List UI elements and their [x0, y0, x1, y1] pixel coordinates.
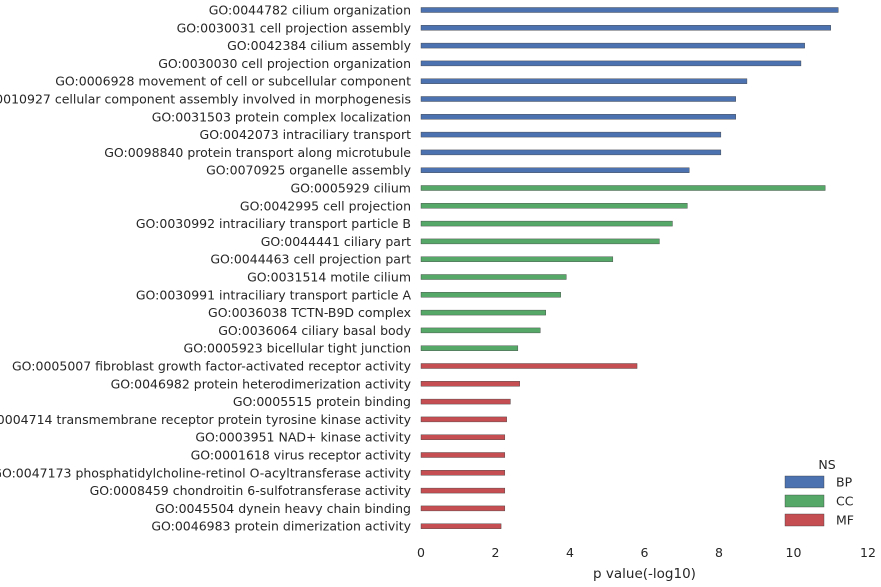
bar-bp: [420, 78, 748, 84]
bar-cc: [420, 327, 541, 334]
legend-label-bp: BP: [836, 475, 853, 490]
bar-bp: [420, 167, 690, 173]
x-tick-label: 0: [417, 545, 425, 560]
x-axis-label: p value(-log10): [593, 566, 696, 582]
bar-bp: [420, 7, 839, 13]
category-label: GO:0005007 fibroblast growth factor-acti…: [12, 359, 412, 374]
bar-mf: [420, 452, 506, 458]
category-label: GO:0031514 motile cilium: [247, 270, 411, 285]
category-label: GO:0046983 protein dimerization activity: [151, 519, 411, 534]
bar-mf: [420, 398, 511, 405]
bar-mf: [420, 487, 506, 494]
legend-label-mf: MF: [836, 513, 854, 528]
bar-bp: [420, 60, 802, 67]
bar-cc: [420, 220, 673, 227]
category-label: GO:0030991 intraciliary transport partic…: [136, 287, 412, 302]
bar-mf: [420, 434, 506, 440]
category-label: GO:0031503 protein complex localization: [152, 109, 411, 124]
legend-swatch-cc: [784, 494, 825, 508]
bar-cc: [420, 238, 660, 245]
category-label: GO:0070925 organelle assembly: [206, 163, 412, 178]
category-label: GO:0046982 protein heterodimerization ac…: [111, 376, 412, 391]
legend-swatch-bp: [784, 475, 825, 489]
category-label: GO:0005929 cilium: [290, 181, 411, 196]
category-label: GO:0042995 cell projection: [240, 198, 411, 213]
category-label: GO:0044782 cilium organization: [209, 3, 411, 18]
x-tick-label: 10: [786, 545, 802, 560]
category-label: GO:0042073 intraciliary transport: [200, 127, 412, 142]
category-label: GO:0044441 ciliary part: [261, 234, 411, 249]
category-label: GO:0030030 cell projection organization: [158, 56, 411, 71]
category-label: GO:0030992 intraciliary transport partic…: [136, 216, 411, 231]
bar-mf: [420, 523, 502, 529]
bar-cc: [420, 345, 519, 351]
bar-cc: [420, 274, 567, 280]
bar-cc: [420, 203, 688, 209]
category-label: GO:0001618 virus receptor activity: [191, 448, 412, 463]
bar-mf: [420, 505, 506, 512]
category-label: GO:0005515 protein binding: [233, 394, 411, 409]
category-label: GO:0010927 cellular component assembly i…: [0, 92, 411, 107]
x-tick-label: 8: [715, 545, 723, 560]
bar-mf: [420, 363, 638, 369]
bar-mf: [420, 470, 506, 476]
category-label: GO:0045504 dynein heavy chain binding: [155, 501, 411, 516]
bar-mf: [420, 416, 507, 423]
category-label: GO:0047173 phosphatidylcholine-retinol O…: [0, 465, 412, 480]
bar-cc: [420, 256, 614, 262]
category-label: GO:0042384 cilium assembly: [227, 38, 411, 53]
bar-mf: [420, 381, 520, 387]
bar-cc: [420, 309, 546, 316]
bar-bp: [420, 114, 736, 120]
category-label: GO:0098840 protein transport along micro…: [104, 145, 411, 160]
category-label: GO:0030031 cell projection assembly: [177, 20, 412, 35]
bar-bp: [420, 25, 831, 31]
category-label: GO:0003951 NAD+ kinase activity: [195, 430, 411, 445]
category-label: GO:0006928 movement of cell or subcellul…: [55, 74, 411, 89]
x-tick-label: 6: [641, 545, 649, 560]
x-tick-label: 4: [566, 545, 574, 560]
category-label: GO:0005923 bicellular tight junction: [184, 341, 411, 356]
category-label: GO:0008459 chondroitin 6-sulfotransferas…: [90, 483, 412, 498]
legend-title: NS: [818, 457, 835, 472]
category-label: GO:0036038 TCTN-B9D complex: [208, 305, 411, 320]
bar-cc: [420, 292, 561, 298]
legend-swatch-mf: [784, 513, 825, 527]
legend-label-cc: CC: [836, 494, 854, 509]
bar-cc: [420, 185, 826, 191]
category-label: GO:0004714 transmembrane receptor protei…: [0, 412, 412, 427]
x-tick-label: 12: [860, 545, 876, 560]
category-label: GO:0044463 cell projection part: [210, 252, 411, 267]
category-label: GO:0036064 ciliary basal body: [218, 323, 411, 338]
bar-bp: [420, 149, 722, 156]
bar-bp: [420, 42, 805, 49]
x-tick-label: 2: [492, 545, 500, 560]
bar-bp: [420, 131, 722, 138]
bar-bp: [420, 96, 736, 102]
